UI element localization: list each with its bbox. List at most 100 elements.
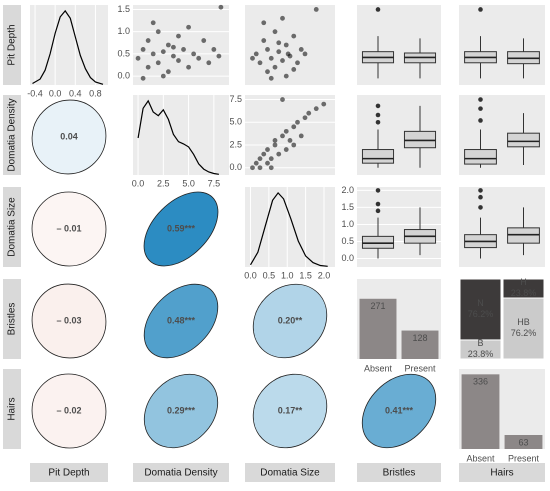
point: [321, 101, 327, 107]
x-tick-label: Absent: [364, 363, 393, 373]
correlation-ellipse: [31, 373, 107, 449]
point: [257, 60, 263, 66]
correlation-ellipse: [252, 283, 328, 359]
point: [306, 110, 312, 116]
outlier: [375, 119, 381, 125]
x-tick-label: -0.4: [27, 88, 43, 98]
point: [160, 73, 166, 79]
segment-name: N: [477, 298, 484, 308]
point: [313, 106, 319, 112]
panel-bg: [133, 5, 229, 85]
correlation-label: 0.17**: [278, 405, 303, 415]
correlation-ellipse: [31, 99, 107, 175]
correlation-label: 0.41***: [385, 405, 414, 415]
point: [171, 53, 176, 59]
point: [145, 64, 151, 70]
panel-bg: [133, 95, 229, 175]
point: [257, 165, 263, 171]
point: [218, 4, 224, 10]
point: [250, 55, 255, 61]
outlier: [375, 112, 381, 118]
strip-label: Domatia Size: [7, 197, 18, 257]
segment: [502, 297, 545, 360]
panel-bg: [245, 187, 335, 267]
strip-bg: [30, 463, 108, 482]
point: [253, 160, 259, 166]
outlier: [478, 7, 483, 12]
correlation-ellipse: [143, 283, 219, 359]
x-tick-label: Present: [508, 453, 540, 463]
y-tick-label: 0.0: [117, 70, 130, 80]
strip-bg: [3, 369, 21, 449]
point: [160, 49, 166, 55]
y-tick-label: 1.0: [341, 219, 354, 229]
point: [283, 73, 289, 79]
strip-bg: [245, 463, 335, 482]
x-tick-label: 0.0: [49, 88, 62, 98]
density-line: [32, 9, 104, 85]
correlation-label: – 0.01: [56, 223, 81, 233]
point: [261, 38, 267, 43]
box: [464, 149, 497, 165]
x-tick-label: 0.8: [89, 88, 102, 98]
y-tick-label: 1.5: [341, 202, 354, 212]
point: [291, 142, 297, 148]
point: [265, 160, 270, 166]
x-tick-label: 0.5: [263, 270, 276, 280]
segment-label: 76.2%: [511, 328, 537, 338]
correlation-ellipse: [31, 191, 107, 267]
point: [268, 156, 274, 162]
point: [268, 75, 274, 81]
y-tick-label: 0.0: [229, 162, 242, 172]
y-tick-label: 2.0: [341, 185, 354, 195]
box: [403, 130, 437, 149]
point: [201, 38, 207, 43]
bar-label: 271: [370, 301, 385, 311]
bar: [461, 374, 500, 449]
panel-bg: [245, 5, 335, 85]
point: [295, 60, 300, 66]
point: [196, 55, 202, 61]
point: [155, 29, 161, 35]
point: [257, 156, 263, 162]
point: [211, 47, 217, 52]
point: [165, 42, 171, 48]
point: [265, 47, 270, 52]
correlation-ellipse: [143, 191, 219, 267]
point: [216, 53, 222, 59]
point: [261, 20, 267, 26]
strip-label: Pit Depth: [7, 24, 18, 65]
point: [171, 44, 176, 50]
strip-bg: [3, 95, 21, 175]
point: [272, 29, 278, 35]
point: [150, 51, 156, 57]
point: [176, 33, 181, 39]
point: [302, 51, 308, 57]
point: [272, 142, 278, 148]
segment-name: H: [520, 277, 527, 287]
bar-label: 336: [473, 377, 488, 387]
bar: [359, 298, 397, 359]
correlation-label: 0.48***: [167, 315, 196, 325]
outlier: [478, 118, 483, 123]
correlation-label: – 0.03: [56, 315, 81, 325]
x-tick-label: 5.0: [182, 178, 195, 188]
point: [295, 119, 300, 125]
outlier: [375, 201, 381, 207]
y-tick-label: 0.5: [117, 48, 130, 58]
point: [298, 47, 304, 52]
point: [287, 138, 293, 143]
point: [135, 55, 141, 61]
point: [176, 58, 181, 63]
correlation-ellipse: [361, 373, 437, 449]
outlier: [375, 103, 381, 109]
x-tick-label: 1.0: [281, 270, 294, 280]
segment-name: HB: [517, 317, 530, 327]
bar-label: 63: [518, 437, 528, 447]
panel-bg: [245, 95, 335, 175]
outlier: [478, 194, 483, 200]
correlation-label: – 0.02: [56, 405, 81, 415]
point: [250, 165, 255, 171]
segment-label: 23.8%: [468, 349, 494, 359]
